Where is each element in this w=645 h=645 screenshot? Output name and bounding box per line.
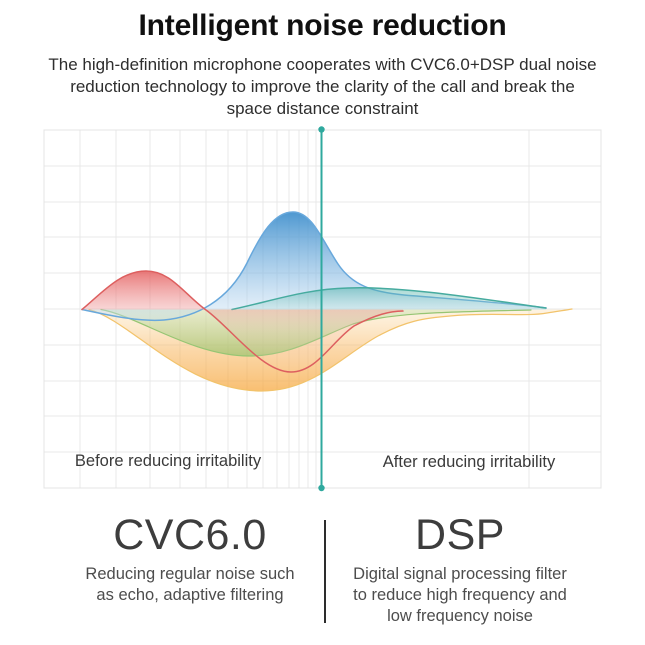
feature-cvc-desc-line-1: Reducing regular noise such xyxy=(85,565,295,583)
teal-wave xyxy=(231,287,547,311)
subtitle: The high-definition microphone cooperate… xyxy=(0,54,645,120)
red-wave xyxy=(81,270,404,373)
label-after-reduction: After reducing irritability xyxy=(382,453,556,471)
subtitle-line-3: space distance constraint xyxy=(226,99,419,118)
features-divider-line xyxy=(324,520,326,623)
feature-dsp-desc-line-1: Digital signal processing filter xyxy=(353,565,567,583)
page-title: Intelligent noise reduction xyxy=(138,9,507,42)
feature-cvc-description: Reducing regular noise such as echo, ada… xyxy=(85,564,294,606)
feature-dsp-desc-line-3: low frequency noise xyxy=(387,607,533,625)
label-before-reduction: Before reducing irritability xyxy=(74,452,262,470)
feature-dsp-description: Digital signal processing filter to redu… xyxy=(353,564,567,627)
feature-dsp-title: DSP xyxy=(415,511,505,559)
feature-cvc-desc-line-2: as echo, adaptive filtering xyxy=(96,586,284,604)
feature-dsp-desc-line-2: to reduce high frequency and xyxy=(353,586,567,604)
feature-cvc-title: CVC6.0 xyxy=(113,511,267,559)
subtitle-line-2: reduction technology to improve the clar… xyxy=(70,77,575,96)
before-after-divider-line xyxy=(318,126,325,492)
subtitle-line-1: The high-definition microphone cooperate… xyxy=(48,55,597,74)
